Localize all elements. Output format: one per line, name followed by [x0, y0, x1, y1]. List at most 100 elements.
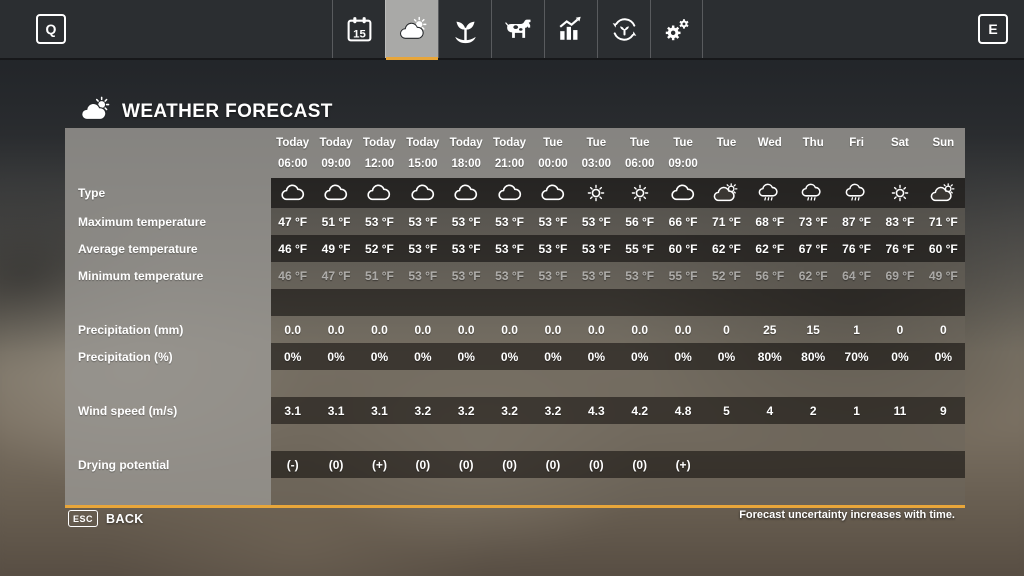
column-time: 15:00: [408, 158, 438, 170]
row-label: Maximum temperature: [65, 208, 271, 235]
cloudy-icon: [323, 183, 349, 203]
value-cell: [574, 478, 618, 505]
column-time: 00:00: [538, 158, 568, 170]
value-cell: 53 °F: [487, 235, 532, 262]
column-header: Today 06:00: [271, 128, 315, 178]
value-cell: 4: [748, 397, 792, 424]
value-cell: [748, 289, 792, 316]
value-cell: 0%: [357, 343, 402, 370]
value-cell: 25: [748, 316, 792, 343]
value-cell: [834, 424, 879, 451]
tab-statistics[interactable]: [544, 0, 597, 58]
row-label: [65, 424, 271, 451]
forecast-header-row: Today 06:00 Today 09:00 Today 12:00 Today 15:00…: [65, 128, 965, 178]
value-cell: 53 °F: [531, 262, 575, 289]
column-day: Tue: [543, 137, 563, 149]
tab-settings[interactable]: [650, 0, 703, 58]
value-cell: [704, 478, 749, 505]
column-header: Wed: [748, 128, 792, 178]
value-cell: [314, 289, 358, 316]
value-cell: 0%: [921, 343, 965, 370]
value-cell: [748, 451, 792, 478]
value-cell: 0.0: [574, 316, 618, 343]
rain-icon: [800, 183, 826, 203]
weather-icon: [397, 16, 428, 42]
value-cell: [314, 424, 358, 451]
value-cell: [401, 424, 445, 451]
prev-tab-key[interactable]: Q: [36, 14, 66, 44]
value-cell: 46 °F: [271, 235, 315, 262]
weather-forecast-icon: [78, 96, 111, 128]
value-cell: 0.0: [444, 316, 488, 343]
value-cell: [834, 451, 879, 478]
cow-icon: [503, 17, 534, 41]
value-cell: 53 °F: [531, 235, 575, 262]
value-cell: 53 °F: [574, 262, 618, 289]
value-cell: [618, 289, 662, 316]
row-label: [65, 370, 271, 397]
weather-cell: [444, 178, 488, 208]
value-cell: [401, 370, 445, 397]
value-cell: 0.0: [357, 316, 402, 343]
value-cell: [834, 289, 879, 316]
column-day: Today: [276, 137, 310, 149]
column-header: Sat: [878, 128, 922, 178]
value-cell: [748, 370, 792, 397]
sunny-icon: [887, 183, 913, 203]
value-cell: 4.2: [618, 397, 662, 424]
value-cell: 53 °F: [444, 208, 488, 235]
value-cell: [271, 370, 315, 397]
value-cell: [921, 370, 965, 397]
value-cell: [357, 424, 402, 451]
tab-bar: 15: [332, 0, 703, 60]
value-cell: 64 °F: [834, 262, 879, 289]
value-cell: [487, 424, 532, 451]
value-cell: 0%: [618, 343, 662, 370]
column-header: Today 12:00: [357, 128, 402, 178]
column-day: Today: [362, 137, 396, 149]
weather-cell: [834, 178, 879, 208]
next-tab-key[interactable]: E: [978, 14, 1008, 44]
column-header: Today 21:00: [487, 128, 532, 178]
value-cell: 52 °F: [704, 262, 749, 289]
spacer-row: [65, 370, 965, 397]
value-cell: [704, 451, 749, 478]
tab-animals[interactable]: [491, 0, 544, 58]
weather-cell: [487, 178, 532, 208]
value-cell: [531, 370, 575, 397]
value-cell: [791, 478, 835, 505]
back-control[interactable]: ESC BACK: [68, 510, 144, 527]
tab-production[interactable]: [597, 0, 650, 58]
value-cell: 0%: [661, 343, 705, 370]
value-cell: 67 °F: [791, 235, 835, 262]
value-cell: 0.0: [661, 316, 705, 343]
tab-crops[interactable]: [438, 0, 491, 58]
weather-cell: [401, 178, 445, 208]
row-label: Average temperature: [65, 235, 271, 262]
row-label: Drying potential: [65, 451, 271, 478]
tab-weather[interactable]: [385, 0, 438, 60]
value-cell: 1: [834, 316, 879, 343]
column-day: Tue: [716, 137, 737, 149]
weather-cell: [791, 178, 835, 208]
value-cell: 3.2: [444, 397, 488, 424]
value-cell: [878, 289, 922, 316]
column-day: Wed: [757, 137, 782, 149]
column-time: 09:00: [321, 158, 351, 170]
value-cell: 60 °F: [661, 235, 705, 262]
value-cell: 0.0: [401, 316, 445, 343]
weather-cell: [878, 178, 922, 208]
tab-calendar[interactable]: 15: [332, 0, 385, 58]
column-time: 21:00: [494, 158, 525, 170]
esc-key[interactable]: ESC: [68, 510, 99, 527]
value-cell: [444, 370, 488, 397]
sprout-icon: [451, 15, 480, 44]
column-time: 09:00: [668, 158, 698, 170]
cycle-icon: [610, 15, 639, 44]
sunny-icon: [583, 183, 609, 203]
value-cell: 68 °F: [748, 208, 792, 235]
value-cell: [704, 370, 749, 397]
column-header: Today 18:00: [444, 128, 488, 178]
value-cell: 62 °F: [704, 235, 749, 262]
row-label: Minimum temperature: [65, 262, 271, 289]
